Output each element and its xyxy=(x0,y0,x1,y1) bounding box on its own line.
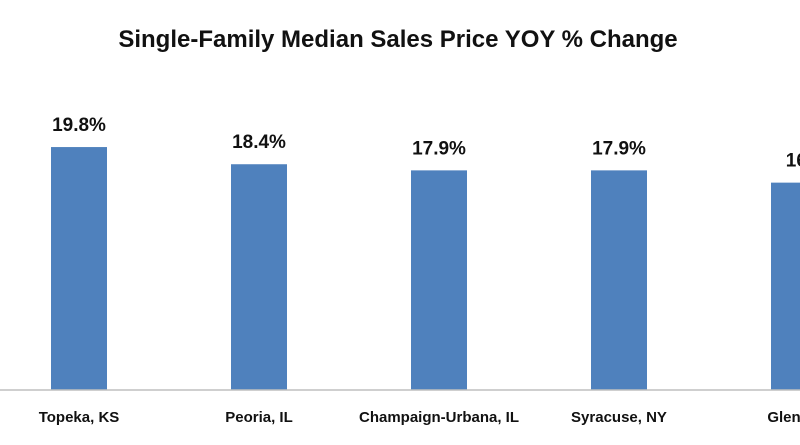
bar-1 xyxy=(231,164,287,390)
bar-2 xyxy=(411,170,467,390)
bars-group xyxy=(51,147,800,390)
data-label-0: 19.8% xyxy=(52,115,106,136)
data-label-1: 18.4% xyxy=(232,132,286,153)
bar-3 xyxy=(591,170,647,390)
data-label-2: 17.9% xyxy=(412,138,466,159)
bar-4 xyxy=(771,182,800,390)
x-tick-label-4: Glens Fa xyxy=(767,409,800,426)
x-tick-label-0: Topeka, KS xyxy=(39,409,120,426)
chart-title: Single-Family Median Sales Price YOY % C… xyxy=(118,26,677,53)
data-label-4: 16. xyxy=(786,151,800,172)
x-tick-label-1: Peoria, IL xyxy=(225,409,293,426)
bar-0 xyxy=(51,147,107,390)
x-tick-label-2: Champaign-Urbana, IL xyxy=(359,409,519,426)
x-tick-label-3: Syracuse, NY xyxy=(571,409,667,426)
data-labels-group: 19.8% 18.4% 17.9% 17.9% 16. xyxy=(52,115,800,172)
x-tick-labels-group: Topeka, KS Peoria, IL Champaign-Urbana, IL… xyxy=(39,409,800,426)
data-label-3: 17.9% xyxy=(592,138,646,159)
